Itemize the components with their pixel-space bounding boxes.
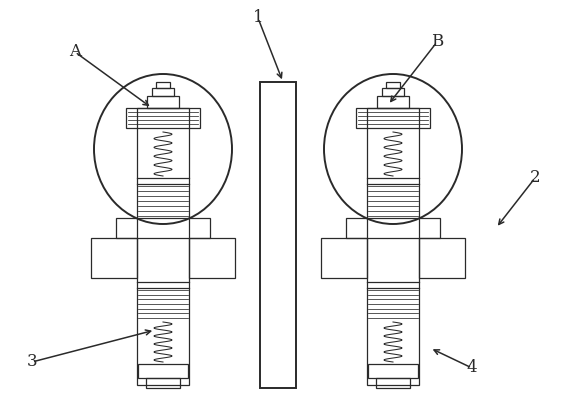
Bar [419, 238, 465, 278]
Bar [189, 238, 235, 278]
Bar [386, 82, 400, 88]
Bar [346, 218, 440, 238]
Bar [146, 378, 180, 388]
Bar [138, 364, 188, 378]
Bar [147, 96, 179, 108]
Bar [260, 82, 296, 388]
Bar [152, 88, 174, 96]
Bar [377, 96, 409, 108]
Text: 2: 2 [530, 169, 540, 186]
Bar [382, 88, 404, 96]
Bar [368, 364, 418, 378]
Bar [91, 238, 137, 278]
Text: 1: 1 [253, 9, 263, 27]
Bar [116, 218, 210, 238]
Bar [356, 108, 430, 128]
Bar [137, 108, 189, 385]
Text: B: B [431, 33, 443, 51]
Bar [376, 378, 410, 388]
Text: A: A [69, 44, 81, 60]
Bar [321, 238, 367, 278]
Text: 3: 3 [27, 353, 38, 370]
Text: 4: 4 [466, 359, 478, 377]
Bar [156, 82, 170, 88]
Bar [367, 108, 419, 385]
Bar [126, 108, 200, 128]
